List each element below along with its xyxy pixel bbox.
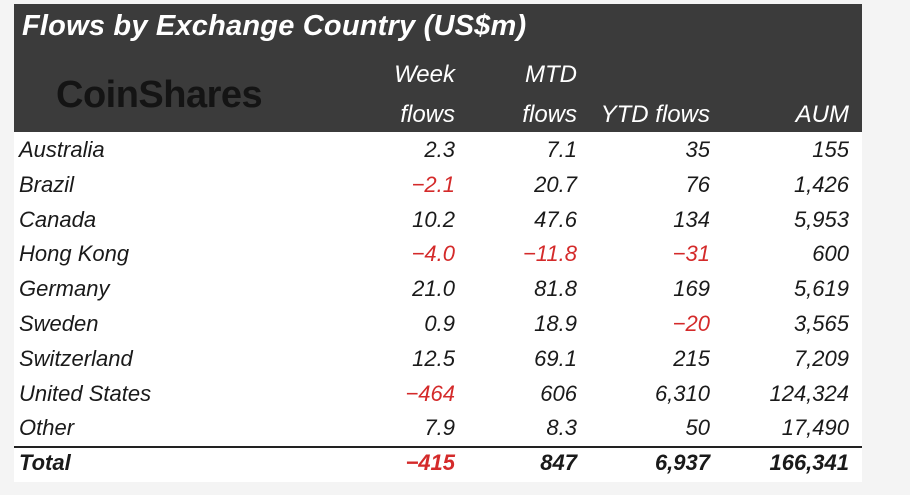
total-row: Total −415 847 6,937 166,341 bbox=[14, 446, 862, 480]
mtd-cell: 8.3 bbox=[546, 415, 577, 441]
ytd-cell: 6,310 bbox=[654, 380, 710, 406]
week-cell: 12.5 bbox=[412, 345, 455, 371]
week-cell: −464 bbox=[405, 380, 455, 406]
week-cell: −4.0 bbox=[411, 241, 455, 267]
total-label: Total bbox=[19, 450, 71, 476]
aum-cell: 3,565 bbox=[793, 310, 849, 336]
country-cell: Other bbox=[19, 415, 75, 441]
country-cell: Hong Kong bbox=[19, 241, 130, 267]
table-row: Australia 2.3 7.1 35 155 bbox=[14, 133, 862, 168]
country-cell: Germany bbox=[19, 276, 110, 302]
table-row: Sweden 0.9 18.9 −20 3,565 bbox=[14, 307, 862, 342]
table-row: Canada 10.2 47.6 134 5,953 bbox=[14, 203, 862, 238]
table-row: United States −464 606 6,310 124,324 bbox=[14, 377, 862, 412]
week-cell: 21.0 bbox=[412, 276, 455, 302]
aum-cell: 1,426 bbox=[793, 171, 849, 197]
mtd-cell: 47.6 bbox=[534, 206, 577, 232]
ytd-cell: 76 bbox=[685, 171, 710, 197]
table-row: Switzerland 12.5 69.1 215 7,209 bbox=[14, 342, 862, 377]
country-cell: Australia bbox=[19, 137, 105, 162]
aum-cell: 5,619 bbox=[793, 276, 849, 302]
ytd-cell: 50 bbox=[685, 415, 710, 441]
country-cell: Canada bbox=[19, 206, 97, 232]
week-cell: 2.3 bbox=[424, 137, 455, 162]
ytd-cell: −31 bbox=[672, 241, 710, 267]
total-week-cell: −415 bbox=[405, 450, 455, 476]
total-aum-cell: 166,341 bbox=[769, 450, 849, 476]
col-header-ytd: YTD flows bbox=[600, 101, 710, 128]
aum-cell: 17,490 bbox=[781, 415, 849, 441]
col-header-week-line1: Week bbox=[394, 61, 455, 88]
mtd-cell: 606 bbox=[540, 380, 577, 406]
aum-cell: 7,209 bbox=[793, 345, 849, 371]
ytd-cell: −20 bbox=[672, 310, 710, 336]
total-ytd-cell: 6,937 bbox=[654, 450, 710, 476]
col-header-mtd-line1: MTD bbox=[525, 61, 577, 88]
table-title: Flows by Exchange Country (US$m) bbox=[22, 10, 527, 42]
aum-cell: 155 bbox=[812, 137, 849, 162]
table-row: Hong Kong −4.0 −11.8 −31 600 bbox=[14, 237, 862, 272]
week-cell: 7.9 bbox=[424, 415, 455, 441]
table-body: Australia 2.3 7.1 35 155 Brazil −2.1 20.7 76 1,42… bbox=[14, 133, 862, 480]
mtd-cell: 7.1 bbox=[546, 137, 577, 162]
table-row: Germany 21.0 81.8 169 5,619 bbox=[14, 272, 862, 307]
flows-table-panel: Flows by Exchange Country (US$m) CoinSha… bbox=[14, 4, 862, 482]
table-header: Flows by Exchange Country (US$m) CoinSha… bbox=[14, 4, 862, 132]
mtd-cell: 69.1 bbox=[534, 345, 577, 371]
aum-cell: 124,324 bbox=[769, 380, 849, 406]
mtd-cell: 18.9 bbox=[534, 310, 577, 336]
mtd-cell: 20.7 bbox=[534, 171, 577, 197]
aum-cell: 600 bbox=[812, 241, 849, 267]
col-header-mtd-line2: flows bbox=[522, 101, 577, 128]
ytd-cell: 215 bbox=[673, 345, 710, 371]
week-cell: 10.2 bbox=[412, 206, 455, 232]
coinshares-logo: CoinShares bbox=[56, 74, 263, 116]
ytd-cell: 134 bbox=[673, 206, 710, 232]
week-cell: 0.9 bbox=[424, 310, 455, 336]
country-cell: Switzerland bbox=[19, 345, 133, 371]
ytd-cell: 169 bbox=[673, 276, 710, 302]
mtd-cell: 81.8 bbox=[534, 276, 577, 302]
week-cell: −2.1 bbox=[411, 171, 455, 197]
ytd-cell: 35 bbox=[685, 137, 710, 162]
mtd-cell: −11.8 bbox=[522, 241, 577, 267]
table-row: Brazil −2.1 20.7 76 1,426 bbox=[14, 168, 862, 203]
country-cell: United States bbox=[19, 380, 152, 406]
col-header-aum: AUM bbox=[795, 101, 849, 128]
table-row: Other 7.9 8.3 50 17,490 bbox=[14, 411, 862, 446]
country-cell: Brazil bbox=[19, 171, 75, 197]
country-cell: Sweden bbox=[19, 310, 99, 336]
aum-cell: 5,953 bbox=[793, 206, 849, 232]
col-header-week-line2: flows bbox=[400, 101, 455, 128]
total-mtd-cell: 847 bbox=[540, 450, 577, 476]
